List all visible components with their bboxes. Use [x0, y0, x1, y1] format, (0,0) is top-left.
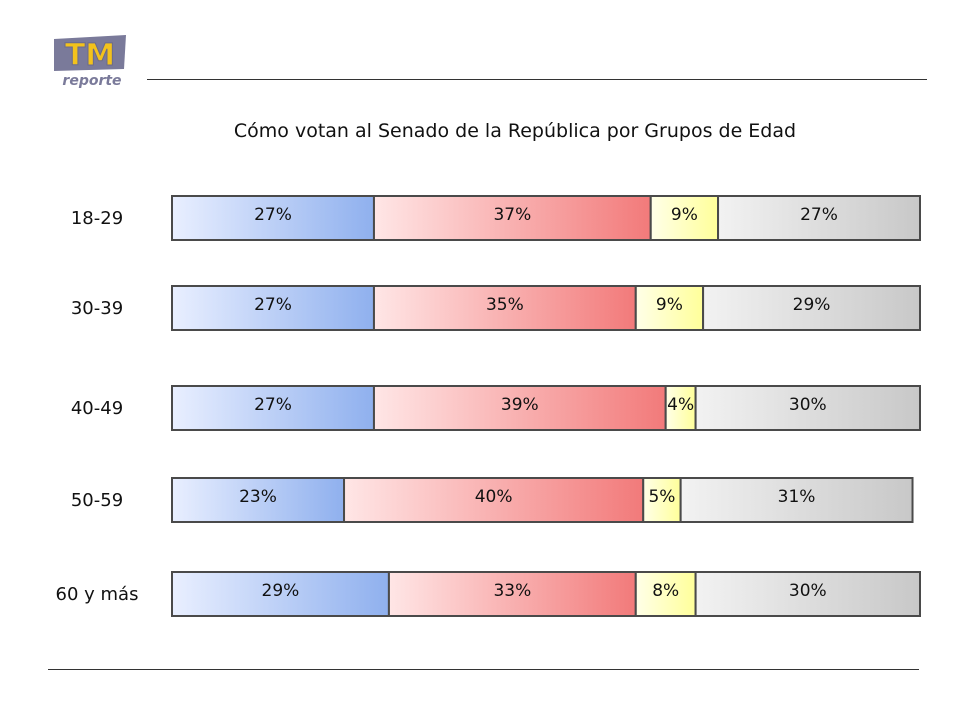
value-label: 23%: [239, 487, 277, 507]
value-label: 30%: [789, 581, 827, 601]
bar-segment: [702, 285, 922, 331]
value-label: 9%: [671, 205, 698, 225]
category-label: 60 y más: [56, 584, 139, 605]
value-label: 27%: [254, 295, 292, 315]
value-label: 9%: [656, 295, 683, 315]
bar-segment: [679, 477, 914, 523]
value-label: 29%: [793, 295, 831, 315]
value-label: 30%: [789, 395, 827, 415]
value-label: 39%: [501, 395, 539, 415]
category-label: 50-59: [71, 490, 123, 511]
bar-segment: [649, 195, 720, 241]
logo-main-text: TM: [65, 38, 115, 73]
top-divider: [147, 79, 927, 80]
logo-backdrop: [54, 35, 126, 71]
value-label: 27%: [800, 205, 838, 225]
value-label: 5%: [648, 487, 675, 507]
value-label: 27%: [254, 205, 292, 225]
category-label: 40-49: [71, 398, 123, 419]
value-label: 29%: [262, 581, 300, 601]
bar-segment: [694, 385, 921, 431]
value-label: 40%: [475, 487, 513, 507]
bar-segment: [372, 195, 652, 241]
value-label: 8%: [652, 581, 679, 601]
bottom-divider: [48, 669, 919, 670]
bar-segment: [642, 477, 682, 523]
bar-segment: [372, 385, 667, 431]
value-label: 4%: [667, 395, 694, 415]
logo-sub-text: reporte: [62, 73, 121, 89]
value-label: 35%: [486, 295, 524, 315]
bar-segment: [171, 285, 375, 331]
bar-segment: [171, 195, 375, 241]
bar-segment: [694, 571, 921, 617]
bar-segment: [717, 195, 921, 241]
value-label: 37%: [493, 205, 531, 225]
category-label: 30-39: [71, 298, 123, 319]
value-label: 31%: [778, 487, 816, 507]
category-label: 18-29: [71, 208, 123, 229]
tm-reporte-logo: TM reporte: [54, 35, 126, 89]
bar-segment: [171, 477, 346, 523]
bar-segment: [387, 571, 637, 617]
chart-title: Cómo votan al Senado de la República por…: [233, 120, 797, 142]
value-label: 27%: [254, 395, 292, 415]
bar-segment: [634, 571, 697, 617]
value-label: 33%: [493, 581, 531, 601]
